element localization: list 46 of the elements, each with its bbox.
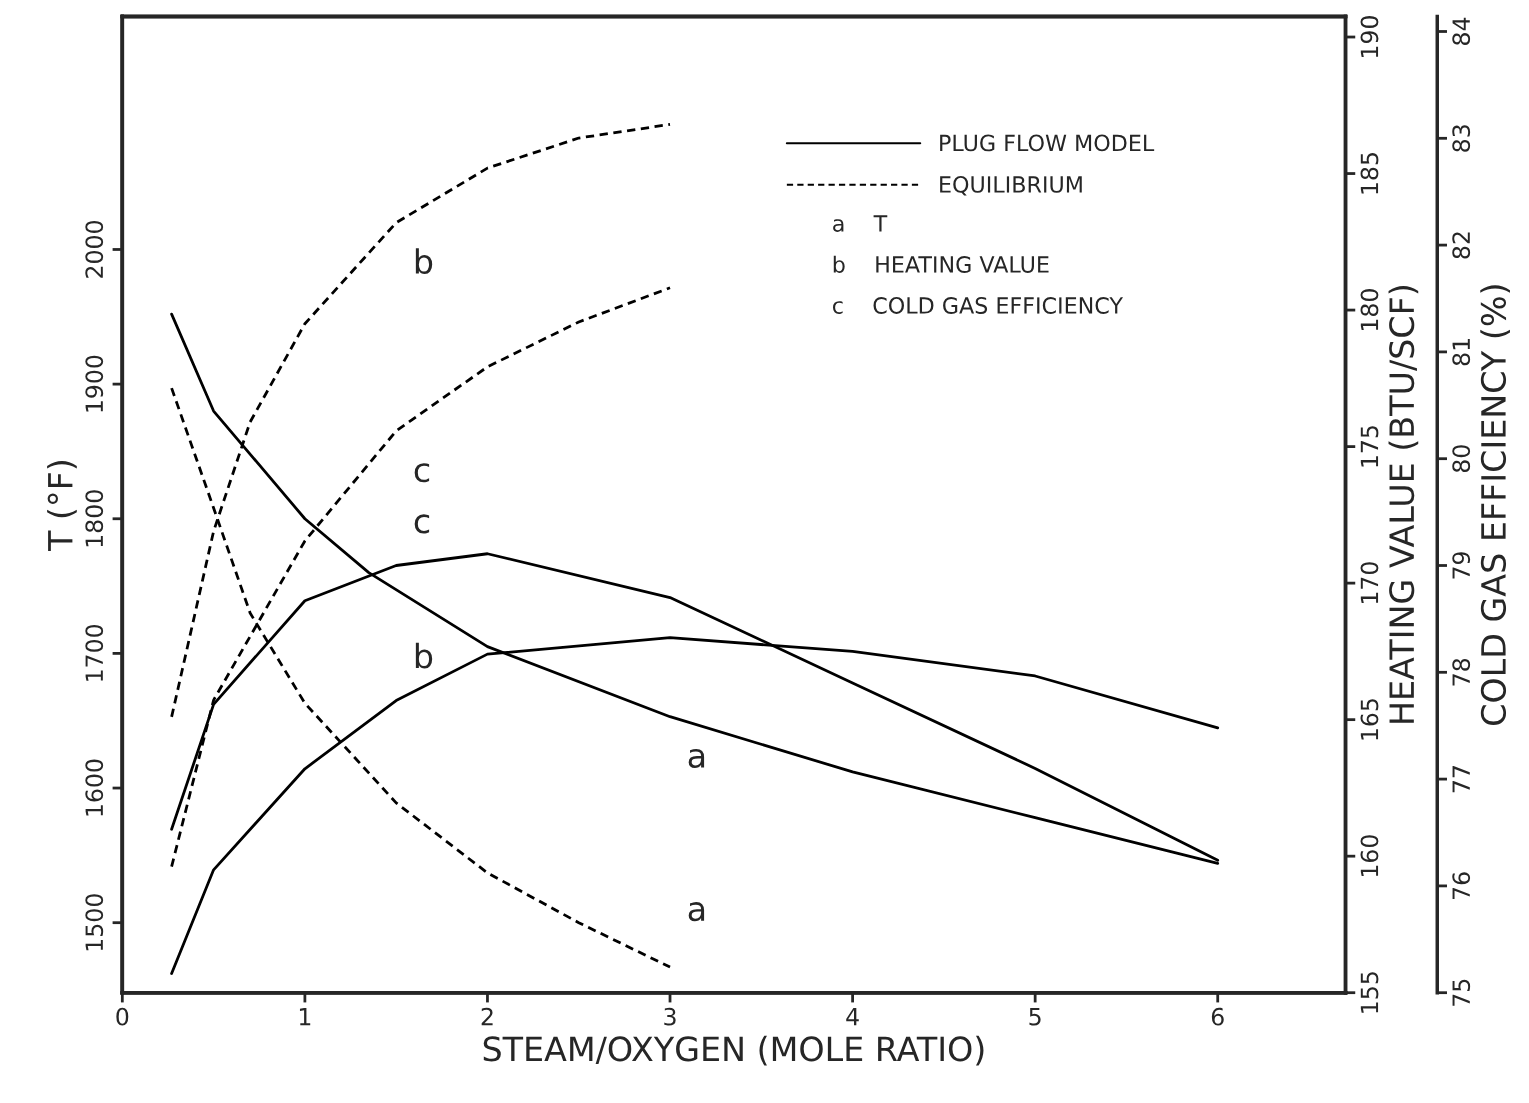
y2-tick-label: 175	[1360, 426, 1379, 467]
y3-tick-label: 76	[1452, 872, 1471, 899]
y3-tick-label: 77	[1452, 766, 1470, 793]
annotation: PLUG FLOW MODEL	[940, 134, 1155, 152]
annotation: c	[414, 463, 430, 483]
annotation: b HEATING VALUE	[833, 255, 1049, 273]
y2-tick-label: 170	[1360, 562, 1379, 604]
y-tick-label: 1900	[85, 355, 104, 412]
y2-tick-label: 190	[1360, 16, 1379, 57]
annotation: c COLD GAS EFFICIENCY	[833, 297, 1124, 314]
annotation: a	[688, 902, 705, 922]
y-tick-label: 1800	[85, 490, 104, 547]
x-tick-label: 3	[664, 1007, 676, 1026]
y-tick-label: 2000	[85, 221, 104, 278]
y2-tick-label: 165	[1360, 699, 1379, 740]
y3-tick-label: 75	[1452, 979, 1471, 1006]
y3-tick-label: 80	[1452, 445, 1471, 473]
y3-tick-label: 82	[1452, 232, 1471, 259]
annotation: EQUILIBRIUM	[940, 176, 1082, 196]
y2-axis-title: HEATING VALUE (BTU/SCF)	[1388, 286, 1419, 723]
annotation: b	[415, 642, 433, 669]
y3-tick-label: 84	[1452, 17, 1471, 45]
x-tick-label: 4	[846, 1008, 859, 1026]
x-axis-title: STEAM/OXYGEN (MOLE RATIO)	[483, 1035, 984, 1066]
y3-tick-label: 79	[1452, 552, 1471, 579]
x-tick-label: 6	[1211, 1007, 1224, 1026]
x-tick-label: 0	[116, 1007, 129, 1026]
y2-tick-label: 180	[1360, 289, 1379, 331]
annotation: a	[688, 748, 705, 769]
y-tick-label: 1500	[85, 894, 104, 951]
annotation: b	[415, 248, 433, 275]
y3-tick-label: 81	[1452, 339, 1471, 366]
y3-tick-label: 78	[1452, 658, 1471, 686]
y3-axis-title: COLD GAS EFFICIENCY (%)	[1480, 285, 1510, 725]
annotation: c	[414, 514, 430, 534]
y-tick-label: 1700	[85, 624, 104, 681]
x-tick-label: 2	[481, 1007, 493, 1026]
y2-tick-label: 155	[1360, 972, 1379, 1013]
y-tick-label: 1600	[85, 759, 104, 816]
x-tick-label: 1	[299, 1008, 311, 1026]
x-tick-label: 5	[1029, 1008, 1041, 1026]
y3-tick-label: 83	[1452, 125, 1471, 152]
annotation: a T	[833, 215, 888, 232]
y2-tick-label: 185	[1360, 153, 1379, 194]
y2-tick-label: 160	[1360, 835, 1379, 877]
y-axis-title: T (°F)	[47, 461, 77, 552]
